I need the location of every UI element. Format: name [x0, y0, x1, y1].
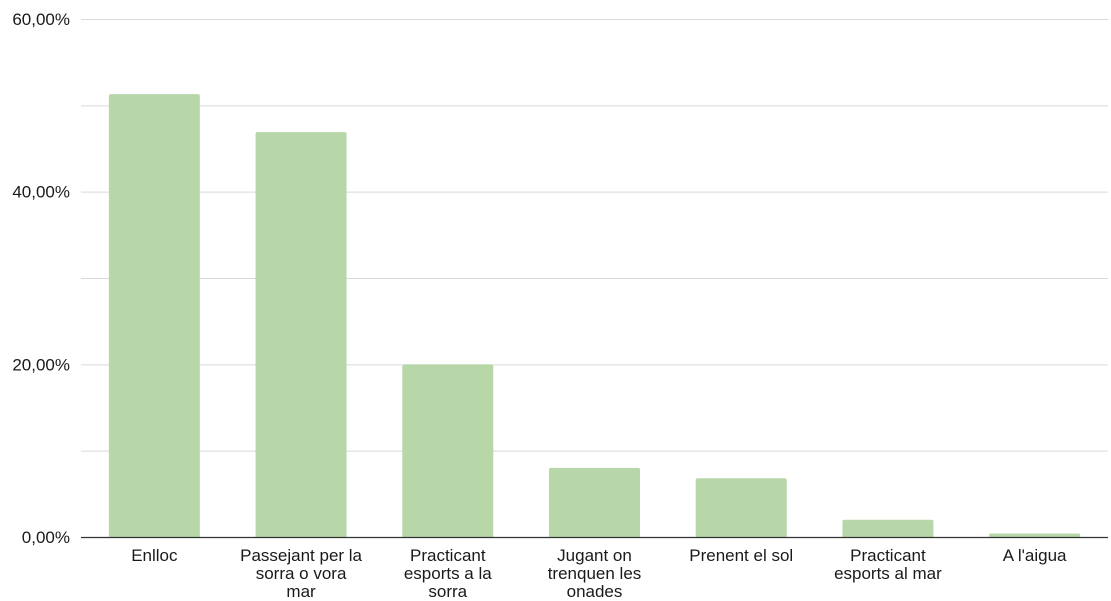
bar: [695, 478, 787, 537]
gridlines: [81, 19, 1108, 452]
y-tick-label: 20,00%: [12, 355, 70, 374]
bars: [108, 94, 1081, 538]
x-tick-label: Practicant esports al mar: [834, 546, 942, 583]
bar: [108, 94, 200, 538]
x-tick-label: Prenent el sol: [689, 546, 793, 565]
x-tick-label: Jugant on trenquen les onades: [548, 546, 642, 601]
bar: [842, 519, 934, 537]
bar: [402, 364, 494, 537]
y-tick-label: 60,00%: [12, 10, 70, 29]
x-tick-label: Passejant per la sorra o vora mar: [240, 546, 362, 601]
bar: [255, 132, 347, 537]
y-tick-label: 40,00%: [12, 183, 70, 202]
bar: [989, 533, 1081, 537]
bar: [549, 467, 640, 537]
y-tick-label: 0,00%: [22, 528, 70, 547]
x-tick-label: A l'aigua: [1003, 546, 1067, 565]
x-tick-label: Practicant esports a la sorra: [404, 546, 492, 601]
y-axis-tick-labels: 0,00% 20,00% 40,00% 60,00%: [12, 10, 70, 547]
x-tick-label: Enlloc: [131, 546, 178, 565]
x-axis-tick-labels: Enlloc Passejant per la sorra o vora mar Pra…: [131, 546, 1067, 601]
